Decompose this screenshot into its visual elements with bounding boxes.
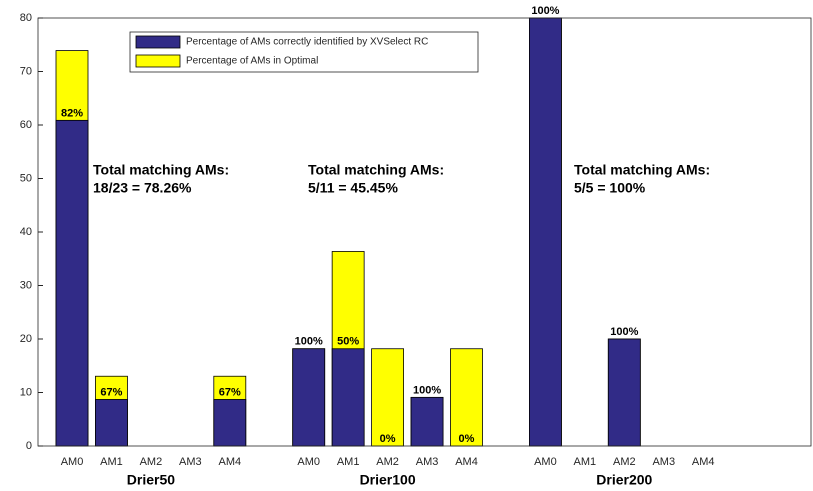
bar-label: 0% xyxy=(380,433,396,445)
x-tick-label: AM2 xyxy=(140,456,163,468)
x-tick-label: AM3 xyxy=(179,456,202,468)
x-tick-label: AM2 xyxy=(376,456,399,468)
bar-label: 100% xyxy=(531,5,559,17)
x-tick-label: AM4 xyxy=(218,456,241,468)
y-tick-label: 60 xyxy=(20,119,32,131)
y-tick-label: 30 xyxy=(20,279,32,291)
bar-label: 100% xyxy=(295,336,323,348)
bar-label: 67% xyxy=(219,386,241,398)
x-tick-label: AM0 xyxy=(534,456,557,468)
x-tick-label: AM2 xyxy=(613,456,636,468)
group-label: Drier100 xyxy=(360,472,416,488)
annotation: Total matching AMs: xyxy=(574,162,710,178)
x-tick-label: AM4 xyxy=(455,456,478,468)
y-tick-label: 0 xyxy=(26,440,32,452)
bar-label: 82% xyxy=(61,107,83,119)
bar-label: 67% xyxy=(100,386,122,398)
annotation: 5/11 = 45.45% xyxy=(308,180,398,196)
x-tick-label: AM1 xyxy=(337,456,360,468)
annotation: Total matching AMs: xyxy=(93,162,229,178)
legend xyxy=(129,31,479,73)
y-tick-label: 10 xyxy=(20,386,32,398)
bar xyxy=(292,348,326,447)
x-tick-label: AM4 xyxy=(692,456,715,468)
annotation: 5/5 = 100% xyxy=(574,180,646,196)
bar xyxy=(95,399,128,447)
legend-swatch xyxy=(135,54,181,68)
bar xyxy=(331,348,365,447)
x-tick-label: AM1 xyxy=(100,456,123,468)
bar xyxy=(213,399,247,447)
y-tick-label: 80 xyxy=(20,12,32,24)
group-label: Drier200 xyxy=(596,472,652,488)
annotation: Total matching AMs: xyxy=(308,162,444,178)
group-label: Drier50 xyxy=(127,472,175,488)
bar xyxy=(410,396,444,447)
bar-label: 100% xyxy=(413,384,441,396)
bar xyxy=(55,119,89,447)
legend-swatch xyxy=(135,35,181,49)
y-tick-label: 70 xyxy=(20,65,32,77)
legend-label: Percentage of AMs correctly identified b… xyxy=(186,37,428,48)
legend-label: Percentage of AMs in Optimal xyxy=(186,56,318,67)
x-tick-label: AM1 xyxy=(574,456,597,468)
bar xyxy=(371,348,405,447)
bar xyxy=(450,348,483,447)
axes-frame xyxy=(37,17,812,447)
annotation: 18/23 = 78.26% xyxy=(93,180,192,196)
y-tick-label: 40 xyxy=(20,226,32,238)
bar-label: 50% xyxy=(337,336,359,348)
bar xyxy=(607,338,641,447)
bar-label: 0% xyxy=(459,433,475,445)
x-tick-label: AM3 xyxy=(416,456,439,468)
y-tick-label: 20 xyxy=(20,333,32,345)
bar xyxy=(529,17,562,447)
plot-area xyxy=(38,18,811,446)
x-tick-label: AM0 xyxy=(61,456,84,468)
x-tick-label: AM3 xyxy=(652,456,675,468)
bar-label: 100% xyxy=(610,326,638,338)
y-tick-label: 50 xyxy=(20,172,32,184)
x-tick-label: AM0 xyxy=(297,456,320,468)
